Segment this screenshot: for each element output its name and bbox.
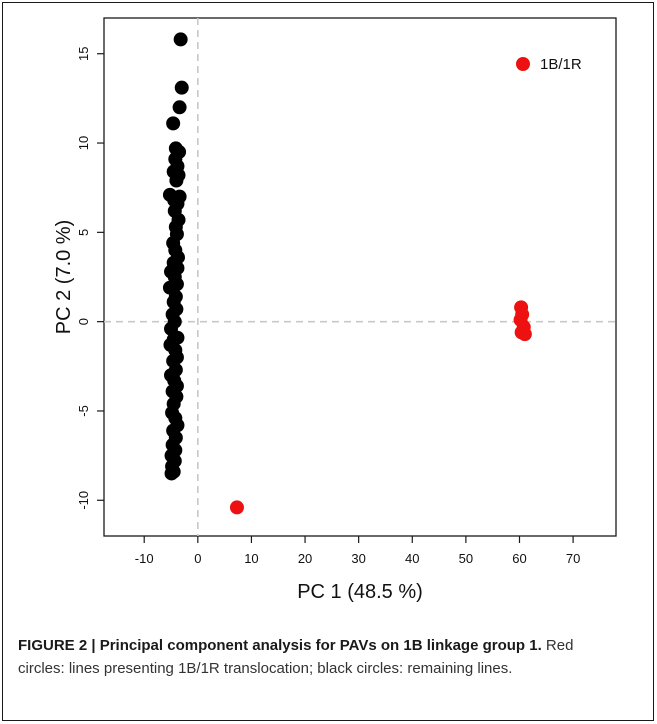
y-tick-label: -5 bbox=[76, 405, 91, 417]
caption-text: Red circles: lines presenting 1B/1R tran… bbox=[18, 637, 574, 677]
legend-marker bbox=[516, 57, 530, 71]
legend-label: 1B/1R bbox=[540, 56, 582, 73]
x-tick-label: -10 bbox=[135, 551, 154, 566]
y-tick-label: -10 bbox=[76, 491, 91, 510]
y-tick-label: 15 bbox=[76, 46, 91, 60]
x-axis-label: PC 1 (48.5 %) bbox=[297, 581, 423, 603]
data-point-remaining bbox=[164, 466, 179, 481]
figure-caption: FIGURE 2 | Principal component analysis … bbox=[18, 634, 618, 680]
data-point-remaining bbox=[174, 80, 189, 95]
plot-box bbox=[103, 17, 617, 537]
x-tick-label: 40 bbox=[405, 551, 419, 566]
data-point-remaining bbox=[173, 32, 188, 47]
data-point-remaining bbox=[172, 100, 187, 115]
x-tick-label: 70 bbox=[566, 551, 580, 566]
x-tick-label: 10 bbox=[244, 551, 258, 566]
y-tick-label: 5 bbox=[76, 229, 91, 236]
data-point-1b1r bbox=[517, 327, 532, 342]
data-point-remaining bbox=[169, 173, 184, 188]
y-tick-label: 10 bbox=[76, 136, 91, 150]
x-tick-label: 0 bbox=[194, 551, 201, 566]
x-tick-label: 50 bbox=[459, 551, 473, 566]
data-point-1b1r bbox=[229, 500, 244, 515]
x-tick-label: 60 bbox=[512, 551, 526, 566]
caption-bold: FIGURE 2 | Principal component analysis … bbox=[18, 637, 542, 654]
x-tick-label: 30 bbox=[351, 551, 365, 566]
x-tick-label: 20 bbox=[298, 551, 312, 566]
data-point-remaining bbox=[166, 116, 181, 131]
y-axis-label: PC 2 (7.0 %) bbox=[53, 220, 75, 334]
y-tick-label: 0 bbox=[76, 318, 91, 325]
